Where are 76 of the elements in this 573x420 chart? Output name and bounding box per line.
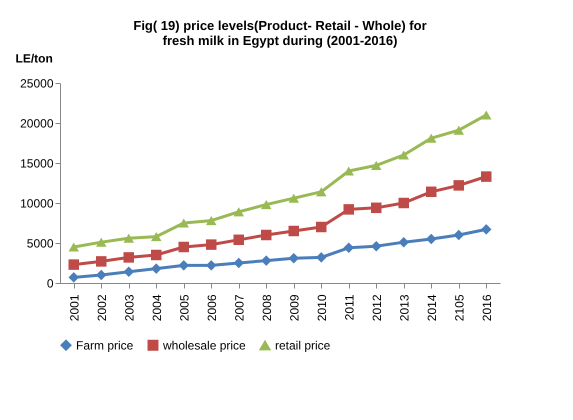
point [371, 160, 382, 170]
point [344, 242, 354, 254]
x-tick-label: 2008 [260, 294, 274, 322]
x-tick-label: 2014 [424, 294, 439, 322]
x-tick-label: 2004 [150, 294, 164, 322]
x-tick-label: 2005 [177, 294, 192, 322]
point [398, 150, 409, 160]
point [481, 171, 492, 182]
point [124, 252, 134, 263]
x-tick-label: 2007 [232, 294, 246, 322]
point [261, 200, 272, 210]
point [398, 198, 409, 208]
y-tick-label: 25000 [20, 76, 54, 90]
point [151, 263, 162, 274]
y-tick-label: 20000 [20, 116, 54, 130]
point [316, 187, 326, 196]
point [288, 226, 299, 236]
point [454, 180, 464, 191]
point [178, 218, 189, 228]
point [344, 166, 354, 176]
point [316, 252, 326, 263]
text: fresh milk in Egypt during (2001-2016) [162, 33, 398, 48]
point [426, 186, 436, 198]
y-tick-label: 15000 [20, 156, 54, 170]
point [96, 238, 106, 247]
point [234, 234, 244, 246]
point [261, 255, 272, 266]
point [481, 110, 492, 120]
point [344, 204, 354, 215]
y-tick-label: 0 [46, 276, 54, 290]
point [206, 239, 216, 250]
point [481, 224, 492, 235]
point [288, 252, 299, 264]
y-axis-title: LE/ton [16, 52, 53, 66]
point [124, 234, 134, 243]
point [96, 270, 106, 280]
point [371, 202, 382, 214]
x-tick-label: 2006 [204, 294, 219, 322]
x-tick-label: 2011 [342, 294, 356, 320]
text: Fig( 19) price levels(Product- Retail - Whole) for [133, 18, 427, 33]
point [234, 207, 244, 216]
point [371, 240, 382, 252]
point [178, 242, 189, 252]
point [288, 194, 299, 203]
point [178, 260, 189, 271]
point [261, 230, 272, 240]
point [151, 250, 162, 260]
x-tick-label: 2016 [480, 294, 494, 322]
point [124, 266, 134, 278]
point [398, 236, 409, 248]
x-tick-label: 2009 [287, 294, 302, 322]
point [454, 230, 464, 240]
point [206, 216, 216, 226]
legend-label: retail price [275, 338, 331, 353]
point [316, 222, 326, 232]
point [234, 258, 244, 268]
x-tick-label: 2013 [397, 294, 412, 322]
point [206, 260, 216, 271]
point [426, 234, 436, 244]
point [454, 126, 464, 135]
point [426, 134, 436, 143]
x-tick-label: 2012 [370, 294, 384, 322]
x-tick-label: 2001 [67, 294, 82, 322]
legend-label: Farm price [76, 338, 134, 352]
x-tick-label: 2010 [314, 294, 329, 322]
x-tick-label: 2105 [452, 294, 466, 322]
point [68, 259, 79, 270]
point [151, 232, 162, 242]
point [68, 272, 79, 283]
legend-label: wholesale price [162, 338, 246, 352]
y-tick-label: 5000 [26, 236, 54, 250]
x-tick-label: 2002 [94, 294, 109, 322]
point [68, 242, 79, 252]
x-tick-label: 2003 [122, 294, 136, 322]
point [96, 256, 106, 267]
y-tick-label: 10000 [20, 196, 54, 210]
